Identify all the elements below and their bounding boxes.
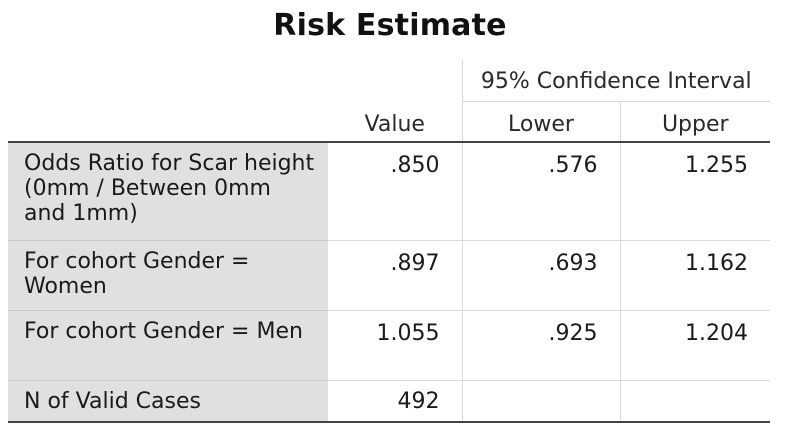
lower-cell: .693: [461, 240, 620, 311]
upper-column-header: Upper: [619, 101, 770, 143]
table-row: For cohort Gender = Men 1.055 .925 1.204: [8, 310, 770, 381]
ci-group-header: 95% Confidence Interval: [461, 60, 770, 102]
row-label: For cohort Gender = Women: [8, 240, 328, 311]
value-column-header: Value: [328, 101, 462, 143]
table-title: Risk Estimate: [273, 8, 507, 43]
table-row: Odds Ratio for Scar height (0mm / Betwee…: [8, 142, 770, 241]
corner-cell: [8, 60, 328, 101]
table-row: N of Valid Cases 492: [8, 380, 770, 423]
corner-cell-value: [328, 60, 462, 101]
lower-cell: .925: [461, 310, 620, 381]
row-label: N of Valid Cases: [8, 380, 328, 423]
value-cell: 1.055: [328, 310, 462, 381]
corner-cell-bottom: [8, 101, 328, 143]
value-cell: .850: [328, 142, 462, 241]
value-cell: .897: [328, 240, 462, 311]
risk-estimate-table: 95% Confidence Interval Value Lower Uppe…: [8, 60, 770, 423]
row-label: Odds Ratio for Scar height (0mm / Betwee…: [8, 142, 328, 241]
header-row-columns: Value Lower Upper: [8, 101, 770, 143]
upper-cell: 1.204: [619, 310, 770, 381]
value-cell: 492: [328, 380, 462, 423]
upper-cell: [619, 380, 770, 423]
table-row: For cohort Gender = Women .897 .693 1.16…: [8, 240, 770, 311]
lower-cell: .576: [461, 142, 620, 241]
lower-cell: [461, 380, 620, 423]
upper-cell: 1.255: [619, 142, 770, 241]
row-label: For cohort Gender = Men: [8, 310, 328, 381]
upper-cell: 1.162: [619, 240, 770, 311]
header-row-group: 95% Confidence Interval: [8, 60, 770, 102]
lower-column-header: Lower: [461, 101, 620, 143]
